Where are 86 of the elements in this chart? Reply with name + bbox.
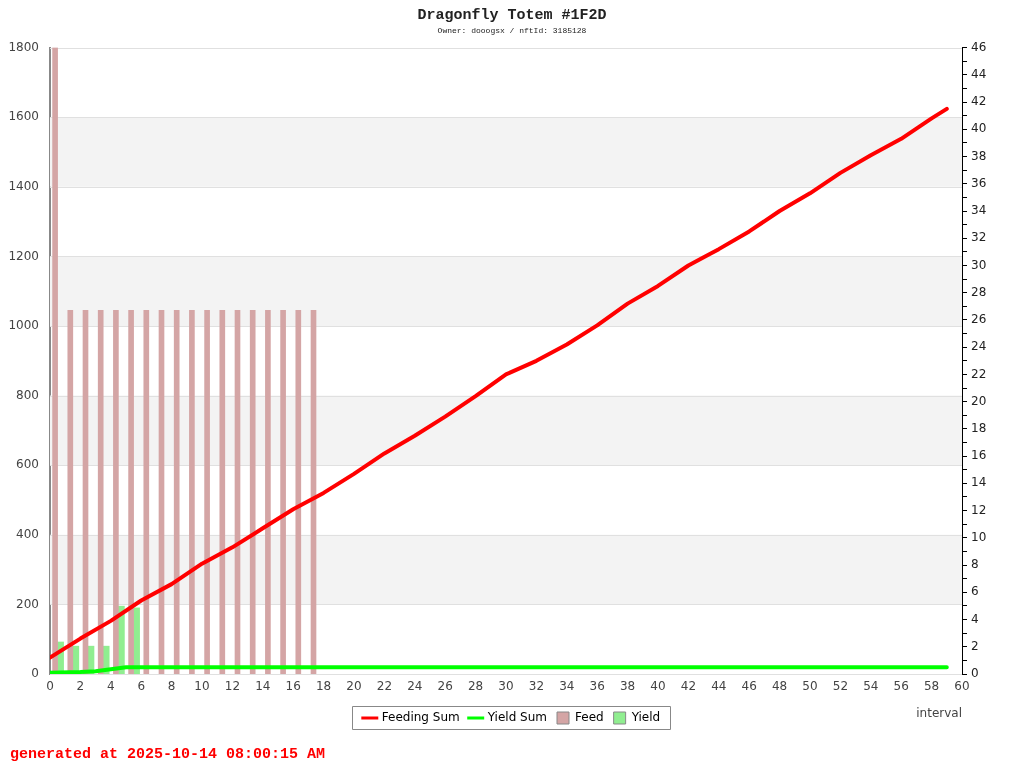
y2-tick-label: 4	[971, 611, 979, 626]
y2-tick-label: 10	[971, 529, 987, 544]
y-tick-label: 1200	[8, 248, 39, 263]
x-tick-label: 38	[619, 679, 636, 694]
y2-tick-label: 46	[971, 39, 987, 54]
y-tick-label: 200	[16, 596, 39, 611]
y2-tick-label: 0	[971, 666, 979, 681]
y2-tick-label: 18	[971, 421, 987, 436]
y2-tick-label: 14	[971, 475, 987, 490]
bar	[265, 310, 271, 674]
legend-label: Yield Sum	[486, 710, 547, 725]
x-tick-label: 28	[467, 679, 484, 694]
x-tick-label: 16	[285, 679, 301, 694]
y-tick-label: 400	[16, 526, 39, 541]
x-tick-label: 8	[167, 679, 176, 694]
x-tick-label: 48	[771, 679, 788, 694]
bar	[189, 310, 195, 674]
x-tick-label: 52	[832, 679, 849, 694]
bar	[249, 310, 256, 674]
x-tick-label: 56	[893, 679, 909, 694]
y2-tick-label: 16	[971, 448, 987, 463]
x-tick-label: 18	[315, 679, 332, 694]
x-tick-label: 22	[376, 679, 393, 694]
y2-tick-label: 2	[971, 638, 979, 653]
x-tick-label: 12	[224, 679, 241, 694]
y2-tick-label: 8	[971, 557, 979, 572]
bar	[113, 310, 119, 674]
x-tick-label: 36	[589, 679, 605, 694]
y2-tick-label: 30	[971, 257, 987, 272]
x-tick-label: 30	[498, 679, 514, 694]
y2-tick-label: 6	[971, 584, 979, 599]
y-tick-label: 600	[16, 457, 39, 472]
y2-tick-label: 44	[971, 66, 987, 81]
y2-tick-label: 42	[971, 94, 987, 109]
y2-tick-label: 40	[971, 121, 987, 136]
y2-tick-label: 36	[971, 175, 987, 190]
bar	[97, 310, 104, 674]
y2-tick-label: 12	[971, 502, 987, 517]
y-tick-label: 1600	[8, 109, 39, 124]
x-tick-label: 10	[194, 679, 210, 694]
bar	[295, 310, 302, 674]
y-tick-label: 1000	[8, 318, 39, 333]
legend-label: Feed	[575, 710, 604, 725]
x-tick-label: 40	[650, 679, 666, 694]
x-tick-label: 4	[106, 679, 115, 694]
x-tick-label: 58	[923, 679, 940, 694]
y2-tick-label: 22	[971, 366, 987, 381]
x-tick-label: 46	[741, 679, 757, 694]
x-tick-label: 14	[255, 679, 271, 694]
bar	[219, 310, 226, 674]
chart-subtitle: Owner: dooogsx / nftId: 3185128	[437, 25, 587, 35]
chart-title: Dragonfly Totem #1F2D	[417, 6, 607, 24]
y2-tick-label: 26	[971, 312, 987, 327]
y2-tick-label: 38	[971, 148, 987, 163]
x-axis-title: interval	[916, 706, 962, 721]
y-tick-label: 0	[31, 666, 39, 681]
text: generated at 2025-10-14 08:00:15 AM	[10, 745, 326, 763]
y2-tick-label: 24	[971, 339, 987, 354]
bar	[280, 310, 286, 674]
y-tick-label: 800	[16, 387, 39, 402]
x-tick-label: 50	[802, 679, 818, 694]
x-tick-label: 2	[76, 679, 85, 694]
x-tick-label: 34	[559, 679, 575, 694]
x-tick-label: 0	[46, 679, 54, 694]
x-tick-label: 20	[346, 679, 362, 694]
legend-label: Feeding Sum	[381, 710, 460, 725]
y-tick-label: 1400	[8, 178, 39, 193]
y2-tick-label: 32	[971, 230, 987, 245]
x-tick-label: 26	[437, 679, 453, 694]
bar	[52, 47, 58, 674]
y-tick-label: 1800	[8, 39, 39, 54]
bar	[173, 310, 180, 674]
y2-tick-label: 28	[971, 284, 987, 299]
y2-tick-label: 34	[971, 203, 987, 218]
legend-label: Yield	[630, 710, 661, 725]
x-tick-label: 60	[954, 679, 970, 694]
bar	[128, 310, 134, 674]
x-tick-label: 6	[137, 679, 146, 694]
bar	[204, 310, 210, 674]
x-tick-label: 24	[407, 679, 423, 694]
y2-tick-label: 20	[971, 393, 987, 408]
x-tick-label: 42	[680, 679, 697, 694]
x-tick-label: 32	[528, 679, 545, 694]
bar	[143, 310, 150, 674]
x-tick-label: 54	[863, 679, 879, 694]
x-tick-label: 44	[711, 679, 727, 694]
